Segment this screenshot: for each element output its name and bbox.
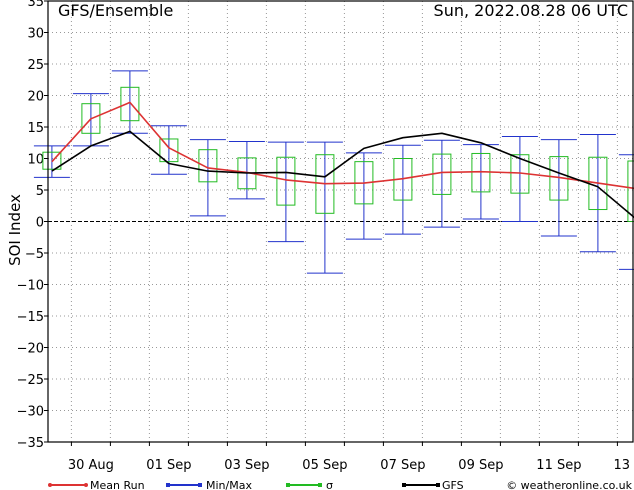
minmax-whisker <box>345 152 382 240</box>
y-tick-label: 30 <box>27 27 44 42</box>
minmax-whisker <box>267 141 304 243</box>
legend-label-mean-run: Mean Run <box>90 479 145 490</box>
legend-label-min-max: Min/Max <box>206 479 252 490</box>
y-tick-label: 20 <box>27 90 44 105</box>
line-series <box>51 101 634 219</box>
minmax-whisker <box>579 134 616 253</box>
x-tick-label: 01 Sep <box>146 458 191 473</box>
mean-run-line <box>51 101 634 190</box>
y-axis-label: SOI Index <box>6 194 24 266</box>
minmax-whisker <box>618 154 634 270</box>
x-axis-ticks: 30 Aug 01 Sep 03 Sep 05 Sep 07 Sep 09 Sep 11 S… <box>68 442 630 473</box>
sigma-box <box>159 138 179 163</box>
credit-text: © weatheronline.co.uk <box>506 479 632 490</box>
y-tick-label: 0 <box>36 216 44 231</box>
minmax-whisker <box>540 139 577 237</box>
y-tick-label: −20 <box>17 342 44 357</box>
y-tick-label: −5 <box>25 247 44 262</box>
legend-label-gfs: GFS <box>442 479 464 490</box>
y-tick-label: −10 <box>17 279 44 294</box>
x-tick-label: 07 Sep <box>380 458 425 473</box>
legend-item-mean-run: Mean Run <box>48 479 145 490</box>
minmax-whisker <box>423 139 460 228</box>
minmax-whisker <box>189 139 226 217</box>
gfs-line <box>51 130 634 219</box>
sigma-box <box>81 103 101 134</box>
sigma-box <box>627 160 634 223</box>
y-tick-label: −35 <box>17 436 44 451</box>
y-axis-ticks: −35 −30 −25 −20 −15 −10 −5 0 5 10 15 20 25 30 35 <box>17 0 48 451</box>
minmax-whisker <box>150 125 187 175</box>
minmax-whisker <box>228 140 265 200</box>
legend-item-min-max: Min/Max <box>166 479 252 490</box>
y-tick-label: 35 <box>27 0 44 10</box>
legend-item-sigma: σ <box>286 479 333 490</box>
y-tick-label: −15 <box>17 310 44 325</box>
legend: Mean Run Min/Max σ GFS © weatheronline.c… <box>48 479 633 490</box>
y-tick-label: 10 <box>27 153 44 168</box>
x-tick-label: 05 Sep <box>302 458 347 473</box>
x-tick-label: 11 Sep <box>536 458 581 473</box>
x-tick-label: 03 Sep <box>224 458 269 473</box>
x-tick-label: 30 Aug <box>68 458 114 473</box>
y-tick-label: −30 <box>17 405 44 420</box>
y-tick-label: 15 <box>27 121 44 136</box>
chart-datetime: Sun, 2022.08.28 06 UTC <box>434 1 628 20</box>
minmax-whisker <box>462 144 499 220</box>
grid-layer <box>48 0 633 443</box>
legend-label-sigma: σ <box>326 479 333 490</box>
sigma-box <box>120 86 140 122</box>
plot-frame <box>47 0 634 443</box>
minmax-whisker <box>501 135 538 222</box>
minmax-whisker <box>384 144 421 235</box>
x-tick-label: 13 <box>613 458 630 473</box>
legend-item-gfs: GFS <box>402 479 464 490</box>
chart-title: GFS/Ensemble <box>58 1 173 20</box>
y-tick-label: 5 <box>36 184 44 199</box>
x-tick-label: 09 Sep <box>458 458 503 473</box>
minmax-whisker <box>306 141 343 274</box>
y-tick-label: 25 <box>27 58 44 73</box>
sigma-box <box>198 149 218 183</box>
y-tick-label: −25 <box>17 373 44 388</box>
sigma-box <box>42 151 62 170</box>
